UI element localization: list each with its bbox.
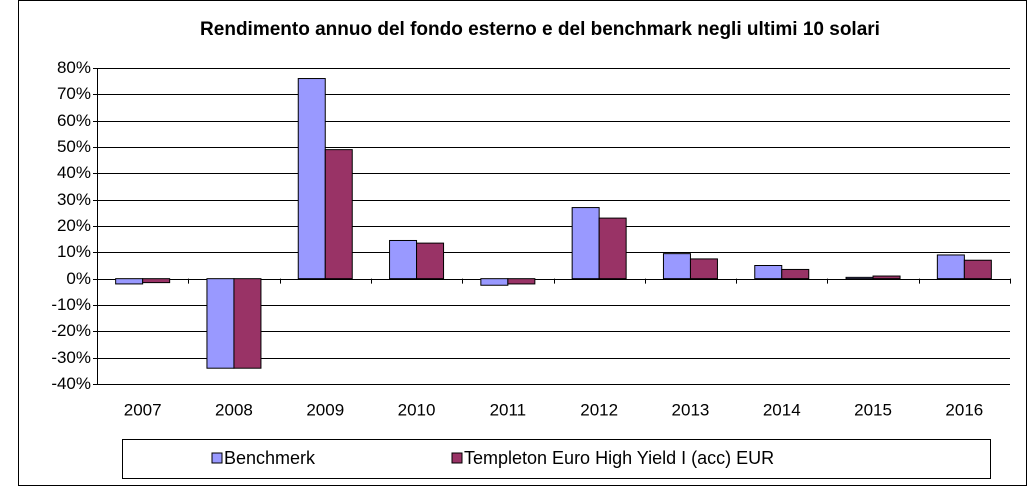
y-tick-label: 20% xyxy=(57,216,91,235)
bar xyxy=(142,278,171,284)
bar xyxy=(936,254,965,280)
bar xyxy=(872,275,901,280)
x-tick-label: 2016 xyxy=(945,400,983,419)
y-tick-label: 60% xyxy=(57,111,91,130)
legend-box xyxy=(122,439,991,479)
bar xyxy=(845,276,874,280)
bar xyxy=(206,278,235,369)
x-tick-label: 2010 xyxy=(398,400,436,419)
legend-swatch xyxy=(451,452,463,464)
bar xyxy=(297,78,326,280)
y-tick-label: 30% xyxy=(57,190,91,209)
bar xyxy=(754,265,783,280)
bar xyxy=(324,149,353,280)
x-tick-label: 2007 xyxy=(124,400,162,419)
bar xyxy=(571,207,600,280)
bar xyxy=(781,268,810,280)
chart-title: Rendimento annuo del fondo esterno e del… xyxy=(200,19,880,40)
y-tick-label: 0% xyxy=(66,269,91,288)
bar xyxy=(662,253,691,280)
bar xyxy=(233,278,262,369)
y-tick-label: 40% xyxy=(57,163,91,182)
bar xyxy=(115,278,144,285)
x-tick-label: 2008 xyxy=(215,400,253,419)
bar xyxy=(416,242,445,280)
y-tick-label: -10% xyxy=(51,295,91,314)
y-tick-label: -40% xyxy=(51,374,91,393)
x-tick-label: 2012 xyxy=(580,400,618,419)
y-tick-label: 70% xyxy=(57,84,91,103)
x-tick-label: 2013 xyxy=(672,400,710,419)
legend-swatch xyxy=(211,452,223,464)
chart-border xyxy=(18,0,1027,486)
x-tick-label: 2009 xyxy=(306,400,344,419)
bar xyxy=(480,278,509,286)
y-tick-label: 50% xyxy=(57,137,91,156)
x-tick-label: 2014 xyxy=(763,400,801,419)
y-tick-label: -30% xyxy=(51,348,91,367)
x-tick-label: 2015 xyxy=(854,400,892,419)
y-tick-label: 80% xyxy=(57,58,91,77)
legend-label: Benchmerk xyxy=(224,448,316,468)
x-tick-label: 2011 xyxy=(490,400,527,419)
bar xyxy=(689,258,718,280)
bar xyxy=(598,217,627,280)
y-tick-label: 10% xyxy=(57,242,91,261)
bar xyxy=(507,278,536,285)
legend-label: Templeton Euro High Yield I (acc) EUR xyxy=(464,448,774,468)
bar xyxy=(963,259,992,280)
y-tick-label: -20% xyxy=(51,321,91,340)
bar xyxy=(389,239,418,280)
